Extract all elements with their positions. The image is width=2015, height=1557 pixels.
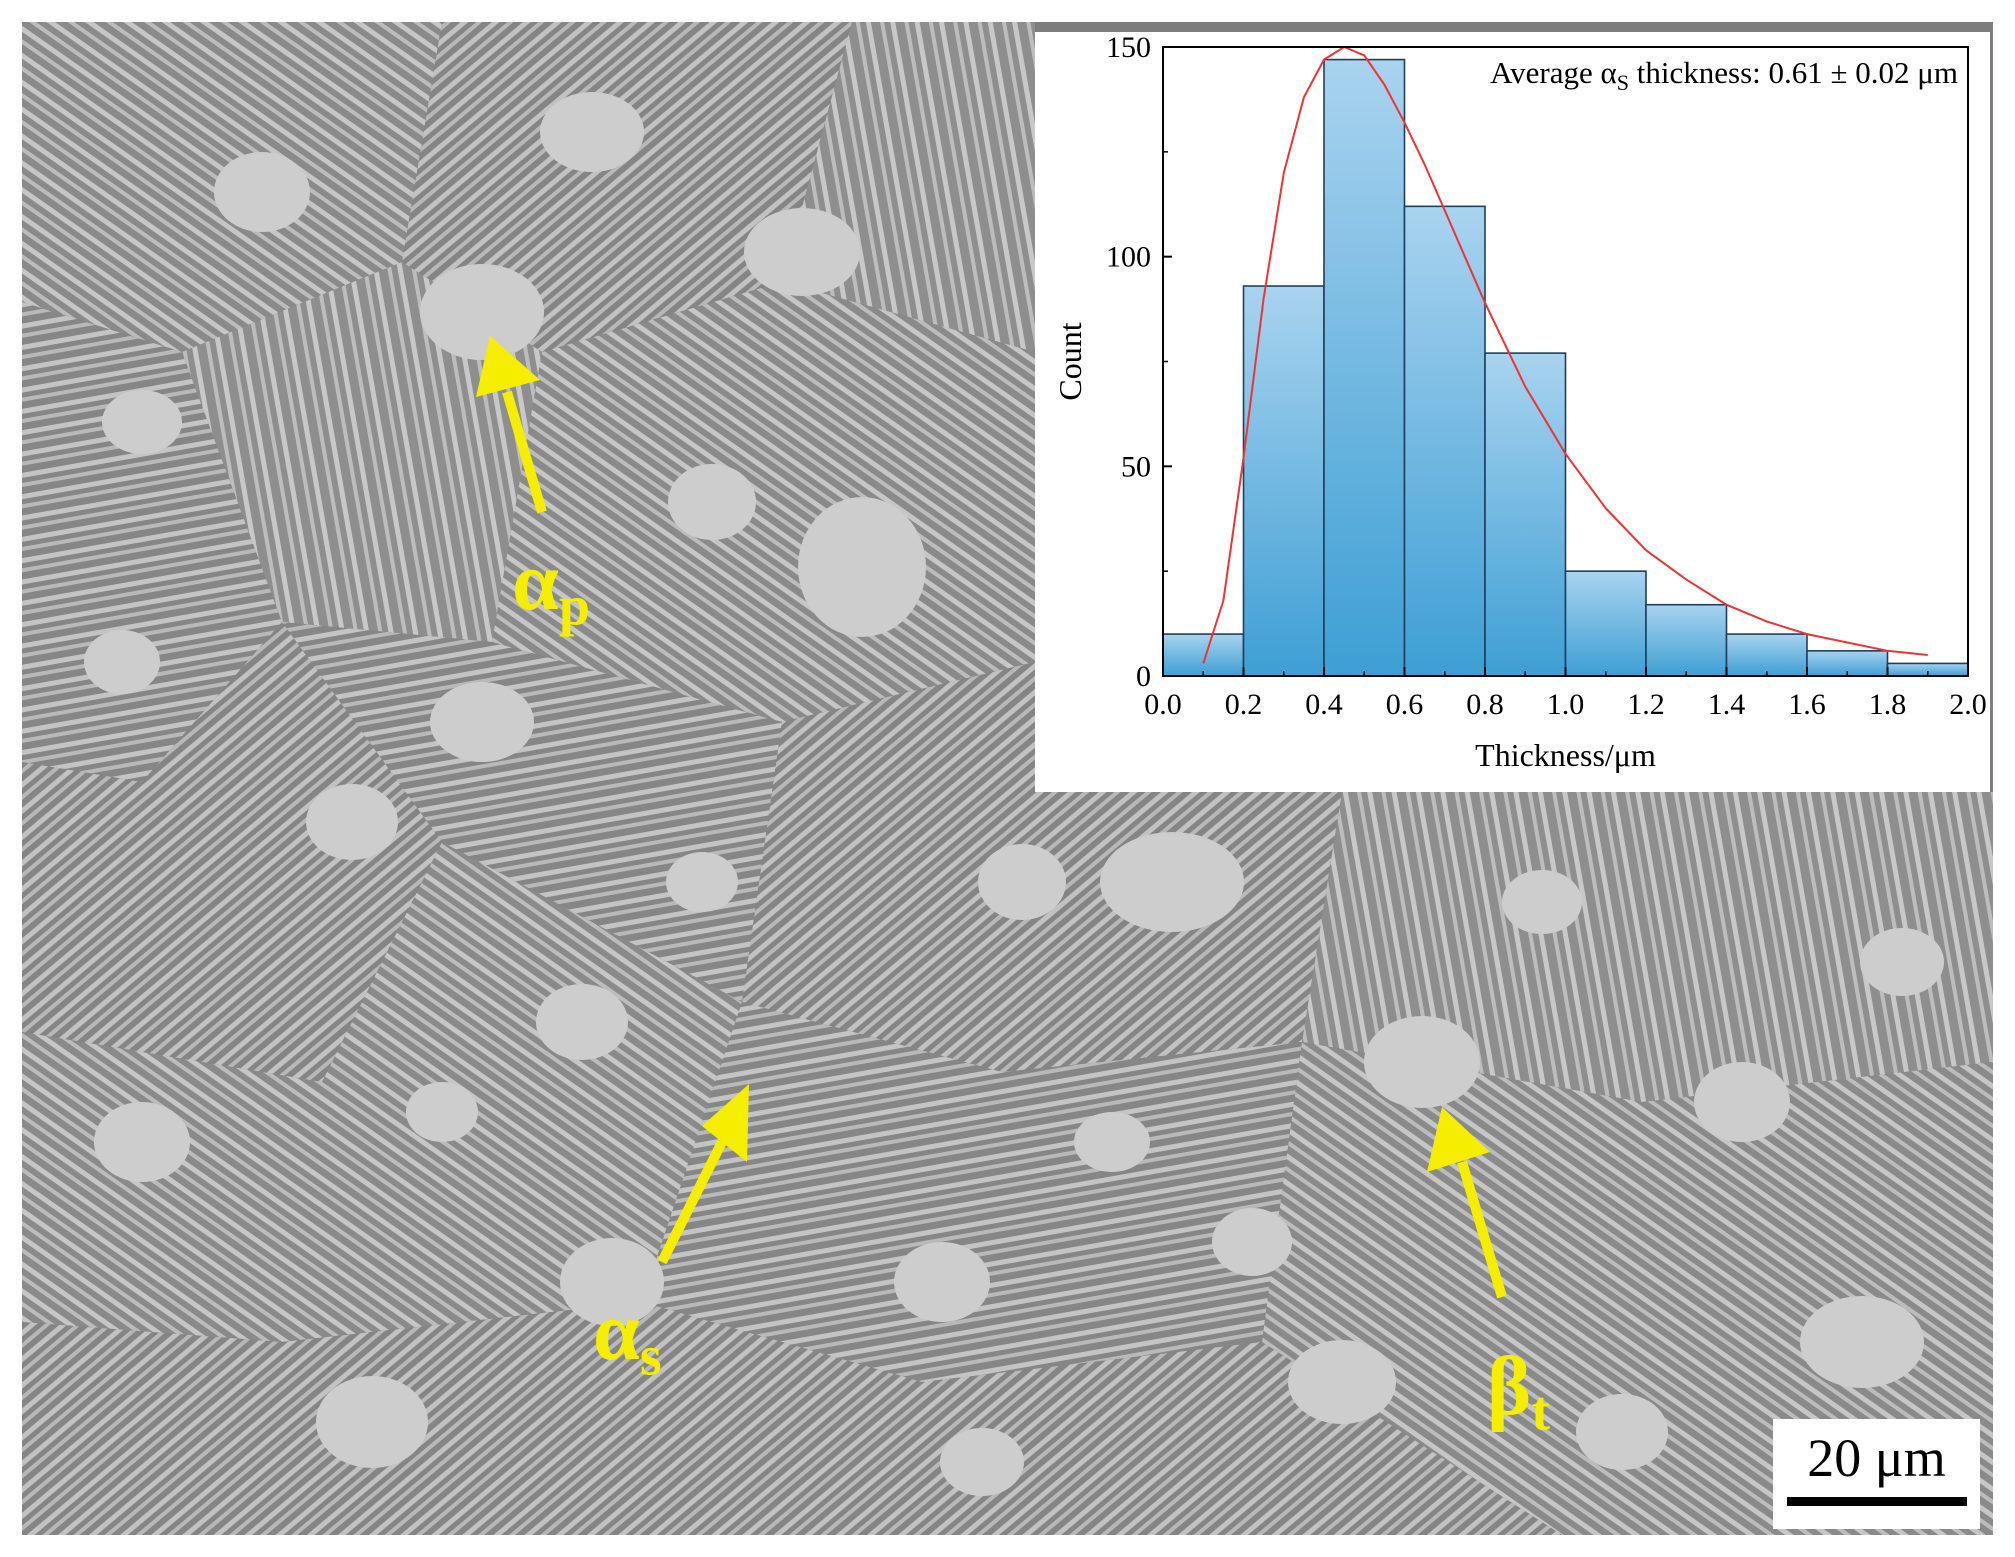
primary-alpha-grains (84, 92, 1944, 1496)
histogram-bars (1162, 58, 1969, 677)
label-alpha-p: αp (512, 540, 590, 635)
x-tick-label-8: 1.6 (1788, 688, 1826, 721)
histogram-inset: 0.0 0.2 0.4 0.6 0.8 1.0 1.2 1.4 1.6 1.8 2.0 0 50 100… (1035, 32, 1990, 792)
label-alpha-s-sub: s (639, 1325, 662, 1388)
label-beta-t: βt (1487, 1345, 1550, 1440)
annotation-sub: S (1617, 70, 1629, 95)
label-alpha-s-base: α (593, 1285, 640, 1378)
label-alpha-p-base: α (512, 535, 559, 628)
histogram-bar-3 (1403, 205, 1486, 677)
y-tick-label-2: 100 (1106, 241, 1151, 274)
histogram-bar-0 (1162, 633, 1245, 677)
yellow-arrows (476, 336, 1507, 1299)
label-alpha-p-sub: p (558, 575, 591, 638)
y-tick-label-0: 0 (1136, 660, 1151, 693)
label-beta-t-sub: t (1531, 1380, 1550, 1443)
scale-bar-label: 20 μm (1807, 1428, 1946, 1488)
axis-ticks (1162, 46, 1969, 677)
x-tick-label-3: 0.6 (1386, 688, 1424, 721)
y-axis-label: Count (1052, 322, 1088, 400)
histogram-bar-5 (1564, 570, 1647, 677)
y-tick-label-3: 150 (1106, 32, 1151, 64)
x-axis-label: Thickness/μm (1475, 737, 1656, 773)
histogram-bar-7 (1725, 633, 1808, 677)
x-tick-label-7: 1.4 (1708, 688, 1746, 721)
x-tick-label-1: 0.2 (1225, 688, 1263, 721)
x-tick-label-10: 2.0 (1949, 688, 1987, 721)
scale-bar-line (1787, 1497, 1967, 1506)
x-tick-labels: 0.0 0.2 0.4 0.6 0.8 1.0 1.2 1.4 1.6 1.8 2.0 (1144, 688, 1987, 721)
y-tick-labels: 0 50 100 150 (1106, 32, 1151, 693)
x-tick-label-0: 0.0 (1144, 688, 1182, 721)
label-beta-t-base: β (1487, 1340, 1532, 1433)
x-tick-label-6: 1.2 (1627, 688, 1665, 721)
x-tick-label-2: 0.4 (1305, 688, 1343, 721)
annotation-prefix: Average α (1490, 55, 1617, 90)
fit-curve (1202, 45, 1928, 664)
x-tick-label-4: 0.8 (1466, 688, 1504, 721)
average-thickness-annotation: Average αS thickness: 0.61 ± 0.02 μm (1490, 55, 1958, 95)
histogram-bar-6 (1645, 603, 1728, 677)
scale-bar: 20 μm (1773, 1419, 1980, 1529)
histogram-chart: 0.0 0.2 0.4 0.6 0.8 1.0 1.2 1.4 1.6 1.8 2.0 0 50 100… (1052, 32, 1987, 773)
histogram-bar-4 (1484, 352, 1567, 677)
label-alpha-s: αs (593, 1290, 662, 1385)
annotation-suffix: thickness: 0.61 ± 0.02 μm (1629, 55, 1958, 90)
y-tick-label-1: 50 (1121, 450, 1151, 483)
histogram-bar-1 (1242, 285, 1325, 677)
x-tick-label-9: 1.8 (1869, 688, 1907, 721)
x-tick-label-5: 1.0 (1547, 688, 1585, 721)
histogram-bar-2 (1323, 58, 1406, 677)
